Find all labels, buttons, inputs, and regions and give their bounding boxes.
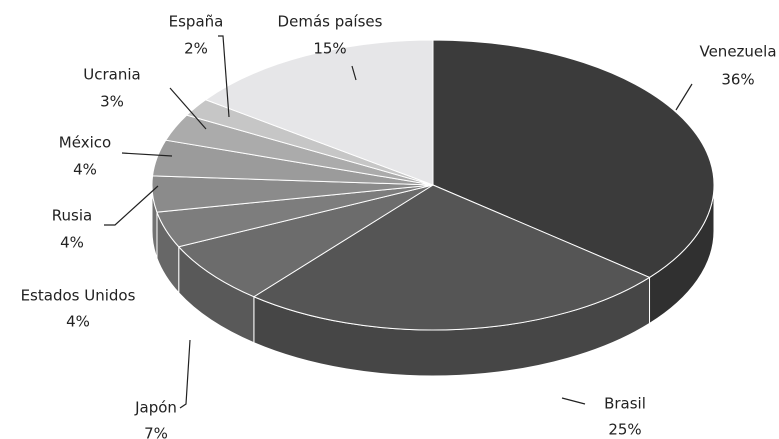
value-label: 3% xyxy=(100,93,124,111)
value-label: 4% xyxy=(73,161,97,179)
leader-line xyxy=(218,35,230,118)
slice-label: Estados Unidos xyxy=(21,287,136,305)
slice-label: Rusia xyxy=(52,207,92,225)
value-label: 2% xyxy=(184,40,208,58)
leader-line xyxy=(561,397,586,405)
slice xyxy=(252,184,651,331)
value-label: 4% xyxy=(60,234,84,252)
slice-label: Demás países xyxy=(278,13,383,31)
slice-label: Brasil xyxy=(604,395,646,413)
value-label: 25% xyxy=(608,421,641,439)
slice xyxy=(177,184,434,298)
leader-line xyxy=(104,185,159,226)
value-label: 7% xyxy=(144,425,168,439)
leader-line xyxy=(169,87,207,130)
slice-label: México xyxy=(59,134,111,152)
leader-line xyxy=(675,83,693,111)
slice xyxy=(432,39,715,278)
value-label: 4% xyxy=(66,313,90,331)
value-label: 15% xyxy=(313,40,346,58)
leader-line xyxy=(179,339,191,409)
leader-line xyxy=(351,65,357,81)
slice xyxy=(204,39,434,186)
leader-line xyxy=(121,152,173,157)
slice-label: Japón xyxy=(134,399,177,417)
slice-label: Ucrania xyxy=(83,66,140,84)
slice-label: España xyxy=(169,13,224,31)
slice-label: Venezuela xyxy=(699,43,776,61)
value-label: 36% xyxy=(721,71,754,89)
